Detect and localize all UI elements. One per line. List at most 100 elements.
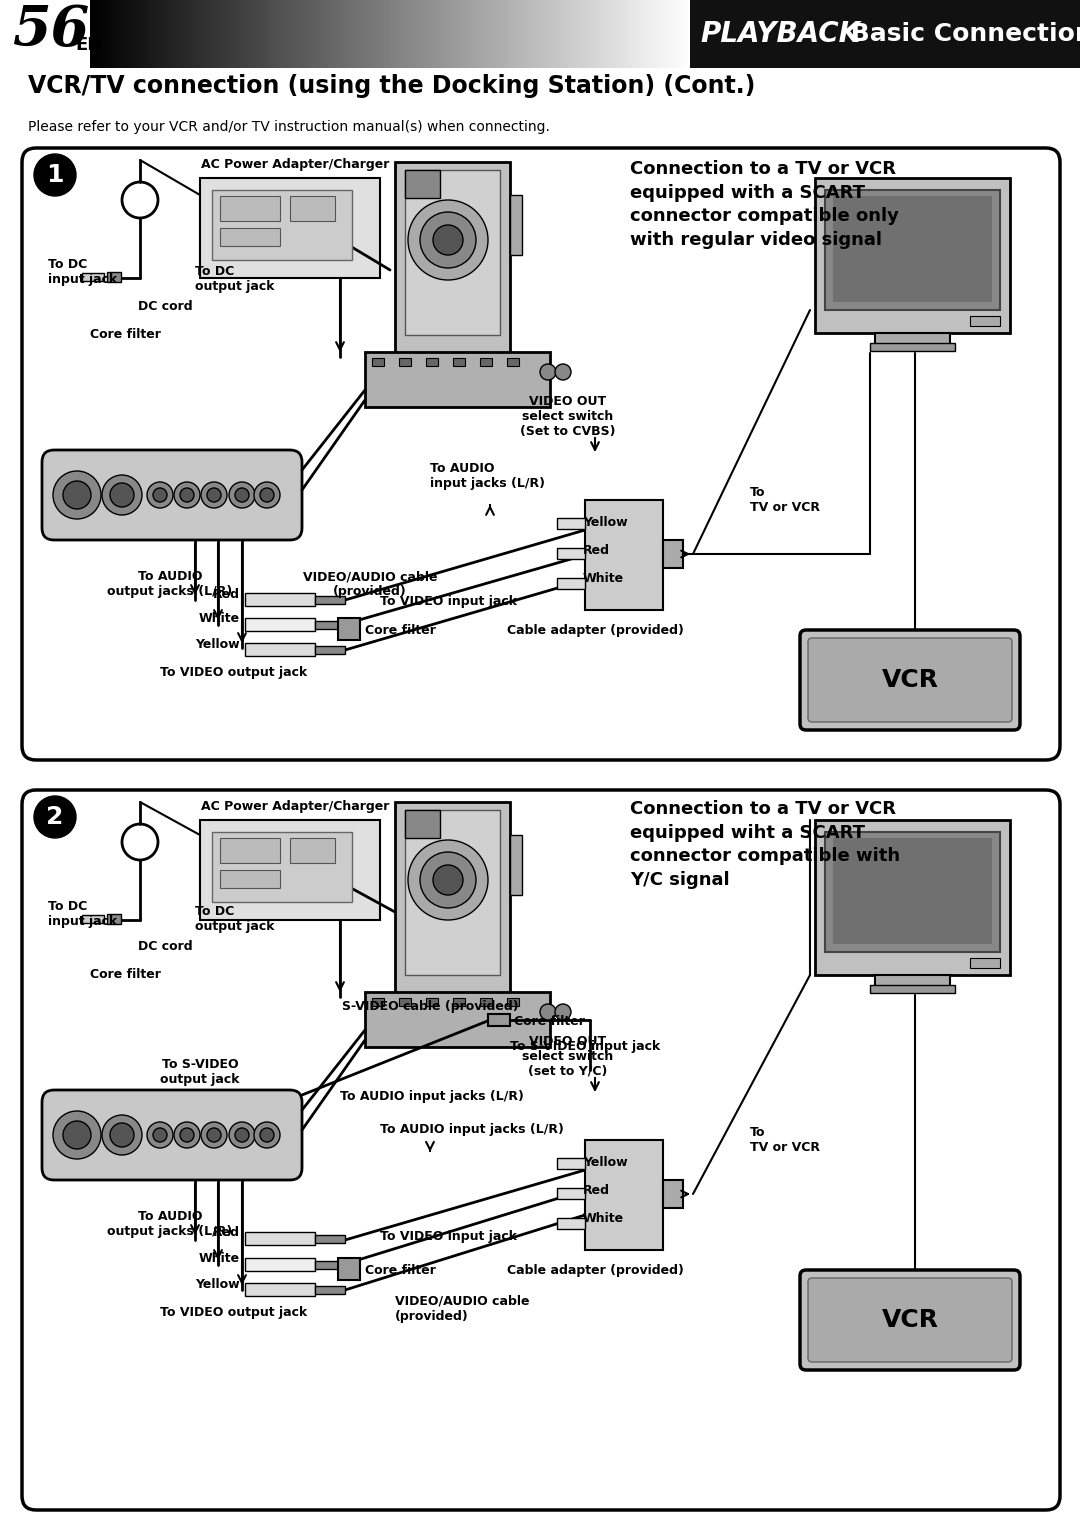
Bar xyxy=(220,871,280,888)
Text: AC Power Adapter/Charger: AC Power Adapter/Charger xyxy=(201,800,389,812)
Circle shape xyxy=(102,475,141,515)
Bar xyxy=(480,998,492,1006)
Text: To AUDIO input jacks (L/R): To AUDIO input jacks (L/R) xyxy=(340,1090,524,1104)
Text: To DC
input jack: To DC input jack xyxy=(48,258,118,287)
Bar xyxy=(97,0,99,67)
Bar xyxy=(337,0,340,67)
Bar xyxy=(464,0,467,67)
Bar xyxy=(611,0,613,67)
Bar xyxy=(191,0,193,67)
Bar xyxy=(246,0,248,67)
Bar xyxy=(657,0,659,67)
Bar xyxy=(602,0,604,67)
Circle shape xyxy=(260,1128,274,1142)
Bar xyxy=(321,0,323,67)
Bar xyxy=(140,0,143,67)
Bar xyxy=(166,0,170,67)
Bar xyxy=(637,0,639,67)
Bar xyxy=(585,1141,663,1249)
Bar xyxy=(220,228,280,245)
Bar xyxy=(527,0,529,67)
Bar xyxy=(494,0,496,67)
Bar xyxy=(561,0,563,67)
Bar xyxy=(212,190,352,261)
Bar xyxy=(478,0,482,67)
Bar xyxy=(212,832,352,901)
Bar xyxy=(557,578,585,589)
Circle shape xyxy=(235,487,249,501)
Bar xyxy=(176,0,179,67)
Bar xyxy=(237,0,239,67)
Bar xyxy=(639,0,643,67)
FancyBboxPatch shape xyxy=(42,451,302,540)
Bar xyxy=(352,0,354,67)
Bar xyxy=(409,0,411,67)
Circle shape xyxy=(147,481,173,507)
Bar xyxy=(496,0,498,67)
Bar xyxy=(296,0,299,67)
Text: VIDEO OUT
select switch
(set to Y/C): VIDEO OUT select switch (set to Y/C) xyxy=(523,1035,613,1078)
Text: To AUDIO
output jacks (L/R): To AUDIO output jacks (L/R) xyxy=(107,1210,232,1239)
Bar xyxy=(95,0,97,67)
Text: To S-VIDEO input jack: To S-VIDEO input jack xyxy=(510,1039,660,1053)
Bar xyxy=(376,0,378,67)
Bar xyxy=(372,359,384,366)
Bar xyxy=(529,0,531,67)
Bar xyxy=(213,0,215,67)
Bar xyxy=(537,0,539,67)
Bar xyxy=(292,0,294,67)
Bar xyxy=(441,0,443,67)
Bar xyxy=(488,0,491,67)
Text: White: White xyxy=(199,613,240,625)
Bar xyxy=(438,0,441,67)
Bar xyxy=(374,0,376,67)
Bar xyxy=(480,359,492,366)
Circle shape xyxy=(408,840,488,920)
Bar xyxy=(414,0,417,67)
Bar xyxy=(378,0,380,67)
Bar xyxy=(553,0,556,67)
Bar xyxy=(117,0,119,67)
Bar xyxy=(111,0,114,67)
Bar xyxy=(315,621,345,629)
Text: White: White xyxy=(583,572,624,584)
Bar xyxy=(680,0,683,67)
Text: To DC
output jack: To DC output jack xyxy=(195,265,274,293)
Bar xyxy=(136,0,138,67)
Bar xyxy=(620,0,623,67)
Bar xyxy=(133,0,136,67)
Bar xyxy=(512,0,515,67)
Bar xyxy=(486,0,488,67)
Bar xyxy=(445,0,448,67)
Bar xyxy=(404,0,407,67)
Bar xyxy=(270,0,272,67)
Bar xyxy=(241,0,244,67)
Bar xyxy=(584,0,586,67)
Bar xyxy=(405,809,440,839)
Bar xyxy=(154,0,158,67)
Circle shape xyxy=(207,487,221,501)
Circle shape xyxy=(174,1122,200,1148)
Bar xyxy=(457,0,460,67)
Text: Core filter: Core filter xyxy=(90,967,161,981)
Bar xyxy=(472,0,474,67)
FancyBboxPatch shape xyxy=(808,638,1012,722)
Bar xyxy=(549,0,551,67)
Bar xyxy=(431,0,433,67)
Bar xyxy=(833,196,993,302)
Bar xyxy=(248,0,251,67)
Circle shape xyxy=(408,199,488,281)
Bar xyxy=(123,0,126,67)
Bar xyxy=(970,958,1000,967)
Text: White: White xyxy=(199,1252,240,1266)
Bar xyxy=(625,0,627,67)
Bar xyxy=(347,0,349,67)
Bar xyxy=(534,0,537,67)
Bar xyxy=(522,0,525,67)
Bar xyxy=(291,839,335,863)
Bar xyxy=(661,0,664,67)
Bar xyxy=(623,0,625,67)
Bar xyxy=(107,914,121,924)
Circle shape xyxy=(540,363,556,380)
Bar xyxy=(469,0,472,67)
